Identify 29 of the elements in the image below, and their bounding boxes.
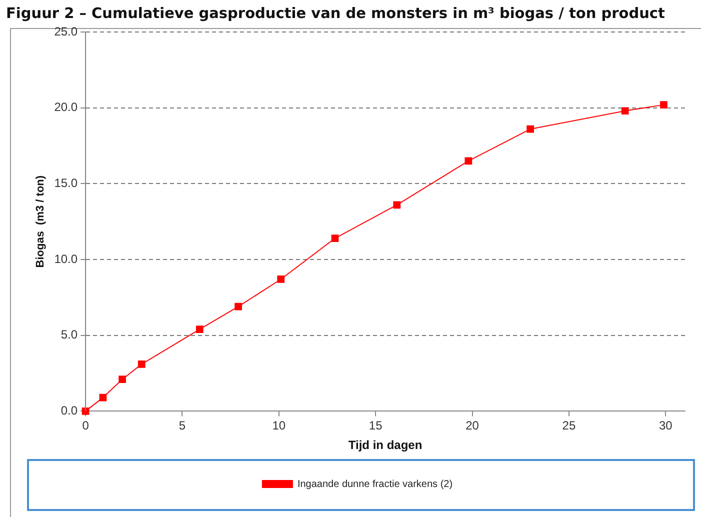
point xyxy=(464,157,472,165)
x-tick-label: 25 xyxy=(562,418,576,433)
point xyxy=(118,376,126,384)
point xyxy=(621,107,629,115)
point xyxy=(331,234,339,242)
point xyxy=(234,302,242,310)
legend-label: Ingaande dunne fractie varkens (2) xyxy=(297,478,453,490)
y-axis-title: Biogas (m3 / ton) xyxy=(34,175,47,268)
x-tick-label: 0 xyxy=(82,418,90,433)
point xyxy=(99,394,107,402)
y-tick-label: 0.0 xyxy=(60,404,78,418)
point xyxy=(660,101,668,108)
y-tick-label: 25.0 xyxy=(54,24,78,38)
y-tick-label: 5.0 xyxy=(60,328,78,342)
point xyxy=(526,125,534,133)
y-tick-label: 20.0 xyxy=(54,100,78,114)
point xyxy=(138,360,146,368)
y-tick-label: 15.0 xyxy=(54,176,78,190)
y-tick-label: 10.0 xyxy=(54,252,78,266)
point xyxy=(196,326,204,333)
x-tick-label: 5 xyxy=(178,418,186,433)
chart-title: Figuur 2 – Cumulatieve gasproductie van de monsters in m³ biogas / ton product xyxy=(6,6,665,22)
x-tick-label: 15 xyxy=(368,418,383,433)
point xyxy=(277,276,285,283)
x-tick-label: 30 xyxy=(658,418,673,433)
x-tick-label: 10 xyxy=(272,418,286,433)
x-axis-title: Tijd in dagen xyxy=(348,438,422,452)
point xyxy=(393,201,401,209)
x-tick-label: 20 xyxy=(466,418,480,433)
